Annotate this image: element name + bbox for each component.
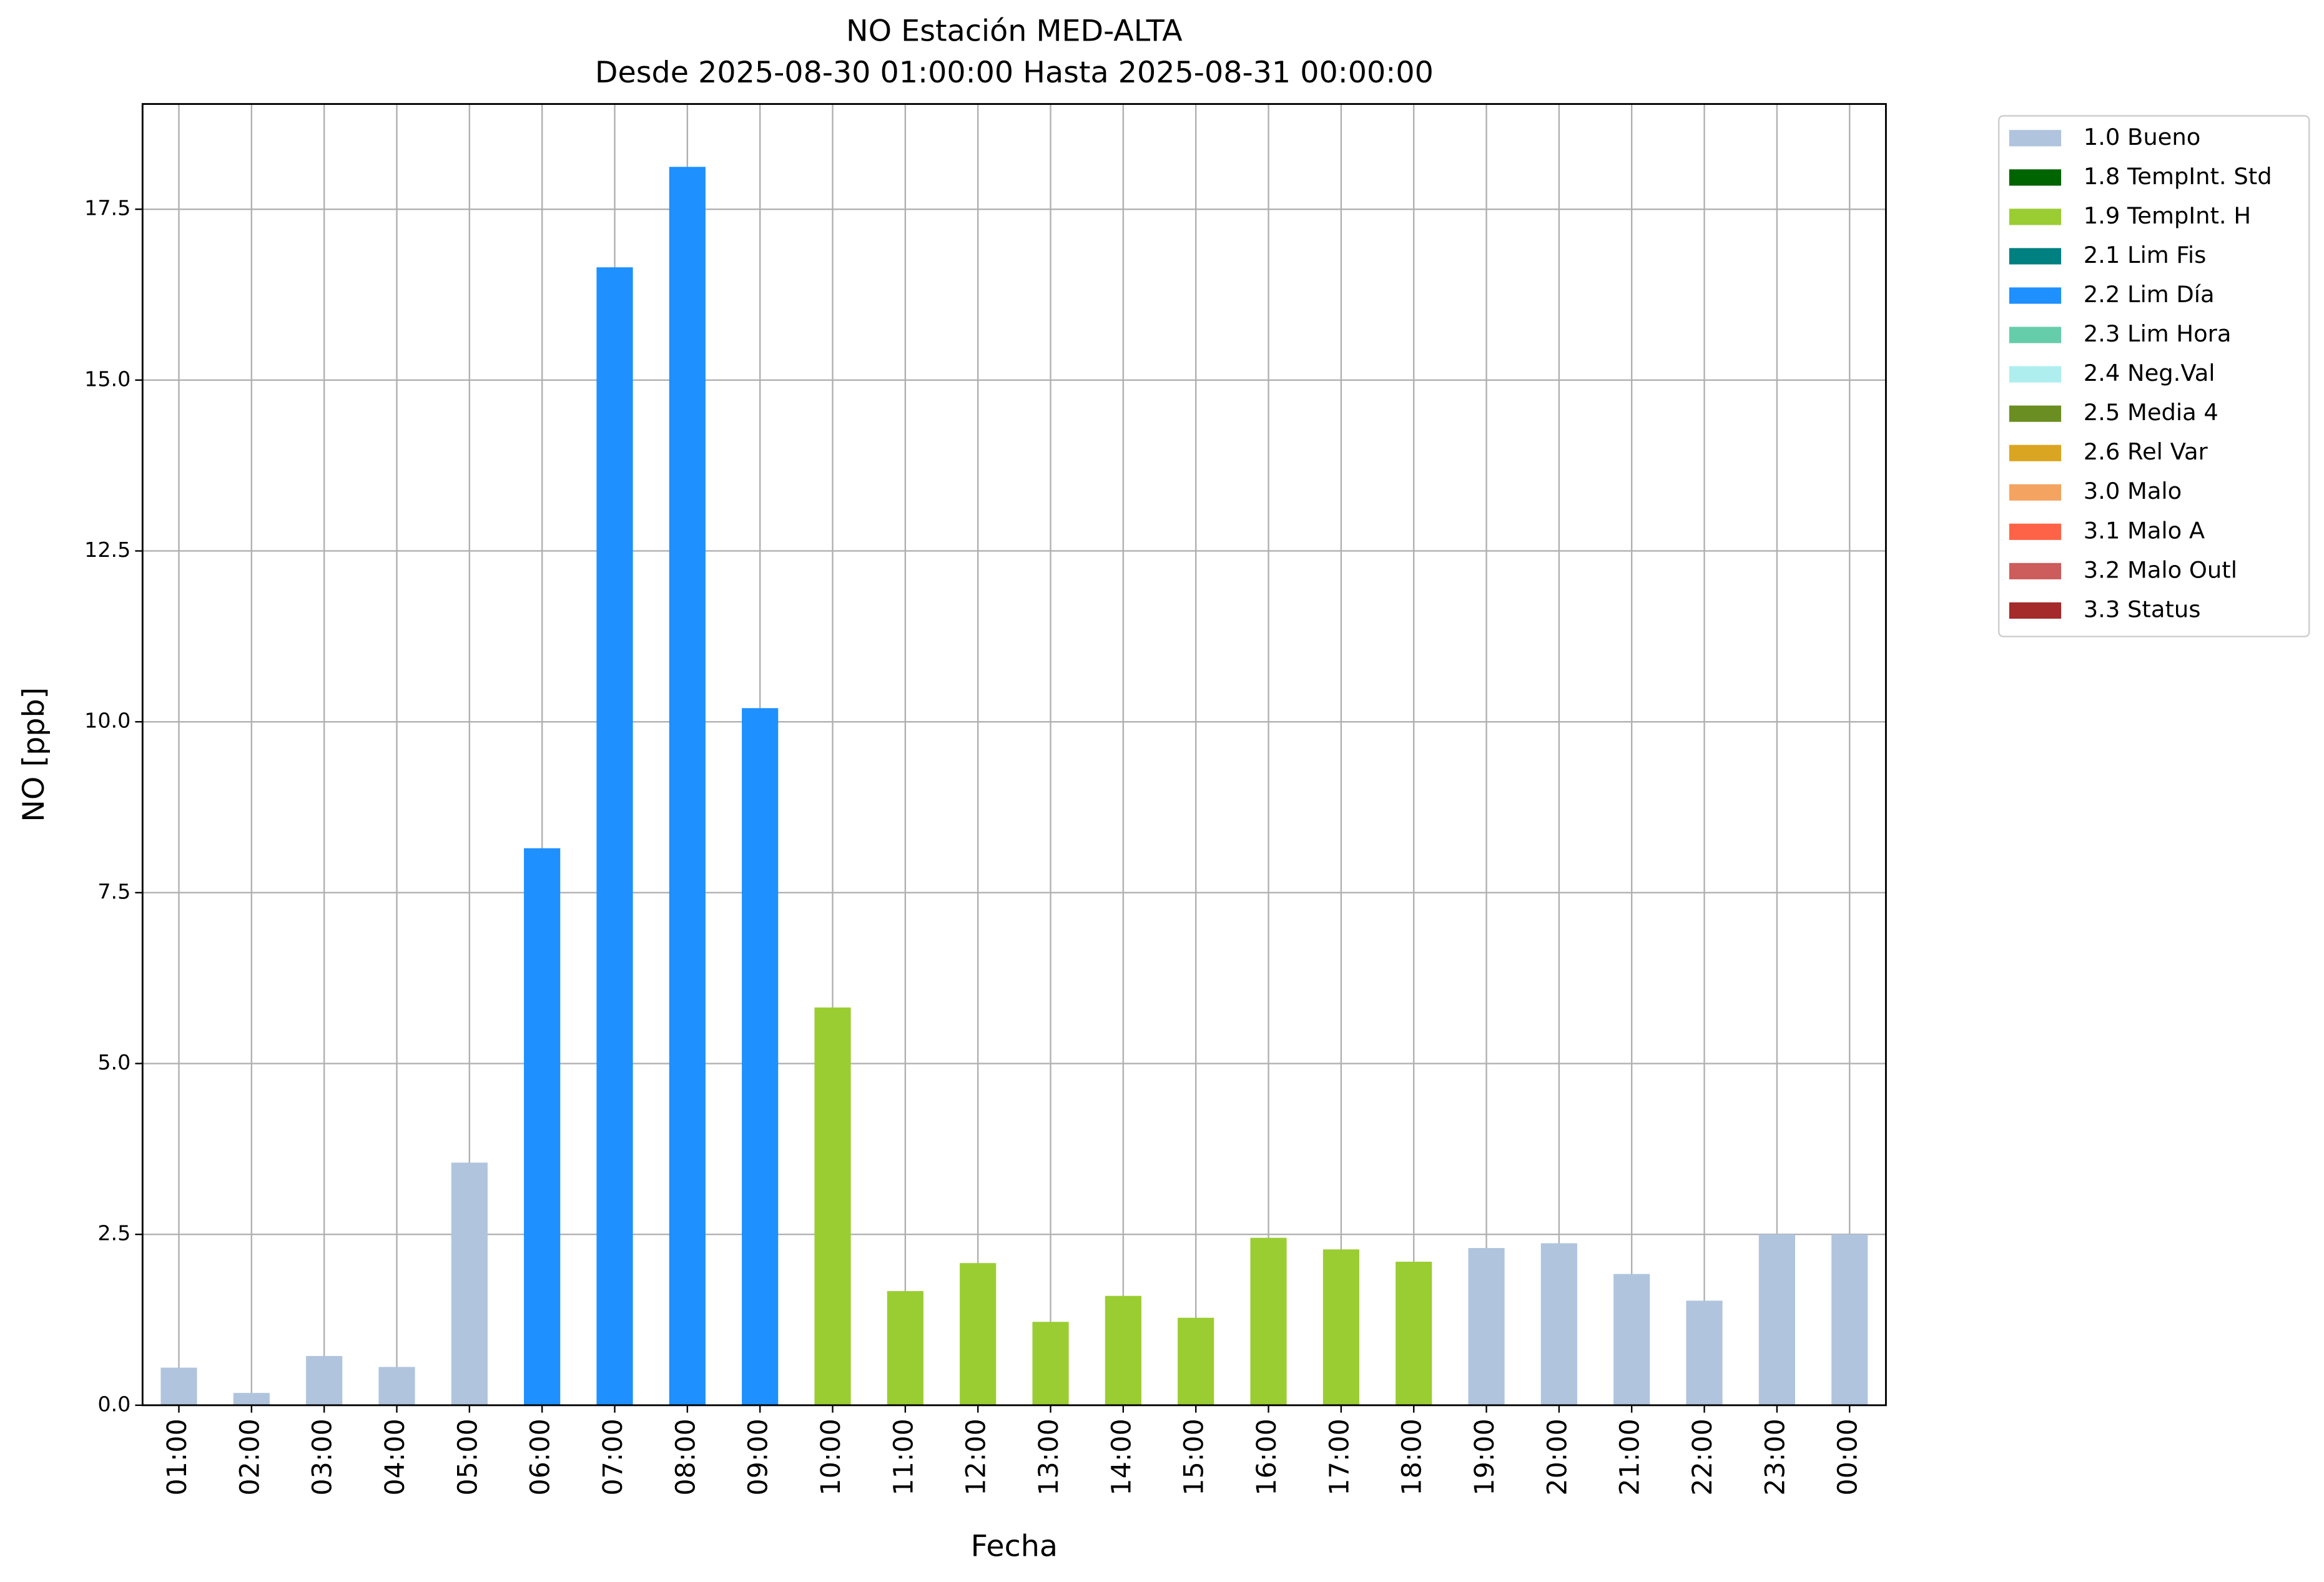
legend-swatch	[2009, 405, 2062, 422]
x-tick-label: 10:00	[815, 1418, 847, 1495]
chart-title: NO Estación MED-ALTA	[846, 14, 1183, 48]
legend-swatch	[2009, 484, 2062, 501]
x-tick-label: 05:00	[452, 1418, 483, 1495]
bar	[1105, 1295, 1141, 1405]
legend-swatch	[2009, 563, 2062, 579]
legend-label: 3.3 Status	[2084, 596, 2201, 622]
x-tick-label: 04:00	[380, 1418, 411, 1495]
bar	[524, 848, 561, 1405]
legend-label: 2.6 Rel Var	[2084, 438, 2208, 465]
legend-label: 3.2 Malo Outl	[2084, 556, 2237, 583]
y-tick-label: 2.5	[97, 1221, 130, 1245]
x-tick-label: 21:00	[1615, 1418, 1646, 1495]
legend-swatch	[2009, 366, 2062, 383]
bar	[1758, 1234, 1795, 1405]
x-tick-label: 22:00	[1687, 1418, 1718, 1495]
bar	[1540, 1243, 1577, 1405]
bar	[378, 1367, 415, 1405]
x-tick-label: 13:00	[1033, 1418, 1065, 1495]
legend-label: 1.0 Bueno	[2084, 124, 2201, 150]
y-tick-label: 5.0	[97, 1050, 130, 1074]
x-tick-label: 16:00	[1251, 1418, 1283, 1495]
legend-swatch	[2009, 169, 2062, 186]
y-tick-label: 0.0	[97, 1392, 130, 1416]
bar	[1831, 1234, 1868, 1405]
y-tick-label: 15.0	[84, 366, 130, 391]
x-tick-label: 15:00	[1179, 1418, 1210, 1495]
bar	[1468, 1248, 1505, 1405]
x-tick-label: 23:00	[1760, 1418, 1791, 1495]
bar	[1396, 1261, 1432, 1405]
x-tick-label: 07:00	[598, 1418, 629, 1495]
bar	[1322, 1249, 1359, 1405]
x-tick-label: 08:00	[670, 1418, 701, 1495]
bar	[160, 1367, 197, 1405]
bar	[887, 1291, 923, 1405]
x-tick-label: 09:00	[743, 1418, 774, 1495]
bar	[1686, 1300, 1723, 1405]
legend-label: 2.1 Lim Fis	[2084, 242, 2207, 268]
legend-label: 1.8 TempInt. Std	[2084, 163, 2272, 190]
bar	[233, 1393, 270, 1405]
legend-frame	[1997, 115, 2310, 637]
legend-label: 2.3 Lim Hora	[2084, 320, 2232, 347]
bar	[1613, 1274, 1650, 1405]
legend-swatch	[2009, 327, 2062, 343]
y-tick-label: 12.5	[84, 538, 130, 562]
bar	[596, 267, 633, 1405]
legend-label: 2.4 Neg.Val	[2084, 360, 2215, 386]
legend-swatch	[2009, 445, 2062, 461]
legend-swatch	[2009, 209, 2062, 225]
legend-label: 1.9 TempInt. H	[2084, 202, 2251, 229]
y-tick-label: 10.0	[84, 709, 130, 733]
legend-swatch	[2009, 248, 2062, 265]
bar	[306, 1356, 343, 1405]
x-tick-label: 18:00	[1397, 1418, 1428, 1495]
x-tick-label: 06:00	[525, 1418, 556, 1495]
x-tick-label: 12:00	[961, 1418, 992, 1495]
x-tick-label: 20:00	[1542, 1418, 1573, 1495]
x-axis-label: Fecha	[971, 1529, 1058, 1563]
legend-swatch	[2009, 523, 2062, 540]
bar	[1178, 1317, 1214, 1405]
y-tick-label: 7.5	[97, 879, 130, 903]
x-tick-label: 11:00	[888, 1418, 919, 1495]
x-tick-label: 17:00	[1324, 1418, 1355, 1495]
plot-frame	[141, 103, 1887, 1407]
x-tick-label: 19:00	[1469, 1418, 1500, 1495]
bar	[1032, 1322, 1069, 1405]
x-tick-label: 02:00	[234, 1418, 265, 1495]
y-tick-label: 17.5	[84, 196, 130, 220]
bar	[814, 1007, 851, 1405]
chart-subtitle: Desde 2025-08-30 01:00:00 Hasta 2025-08-…	[595, 56, 1434, 90]
legend-label: 3.0 Malo	[2084, 478, 2182, 504]
legend-swatch	[2009, 287, 2062, 304]
y-axis-label: NO [ppb]	[17, 687, 51, 822]
bar	[451, 1162, 488, 1405]
bar	[960, 1263, 997, 1405]
legend-label: 3.1 Malo A	[2084, 517, 2205, 544]
x-tick-label: 01:00	[162, 1418, 193, 1495]
x-tick-label: 03:00	[307, 1418, 338, 1495]
legend-swatch	[2009, 602, 2062, 619]
bar	[1250, 1237, 1287, 1405]
bar	[669, 167, 706, 1405]
x-tick-label: 14:00	[1106, 1418, 1137, 1495]
x-tick-label: 00:00	[1833, 1418, 1864, 1495]
legend-swatch	[2009, 130, 2062, 147]
legend-label: 2.2 Lim Día	[2084, 281, 2215, 308]
bar	[742, 708, 779, 1405]
legend-label: 2.5 Media 4	[2084, 399, 2218, 426]
